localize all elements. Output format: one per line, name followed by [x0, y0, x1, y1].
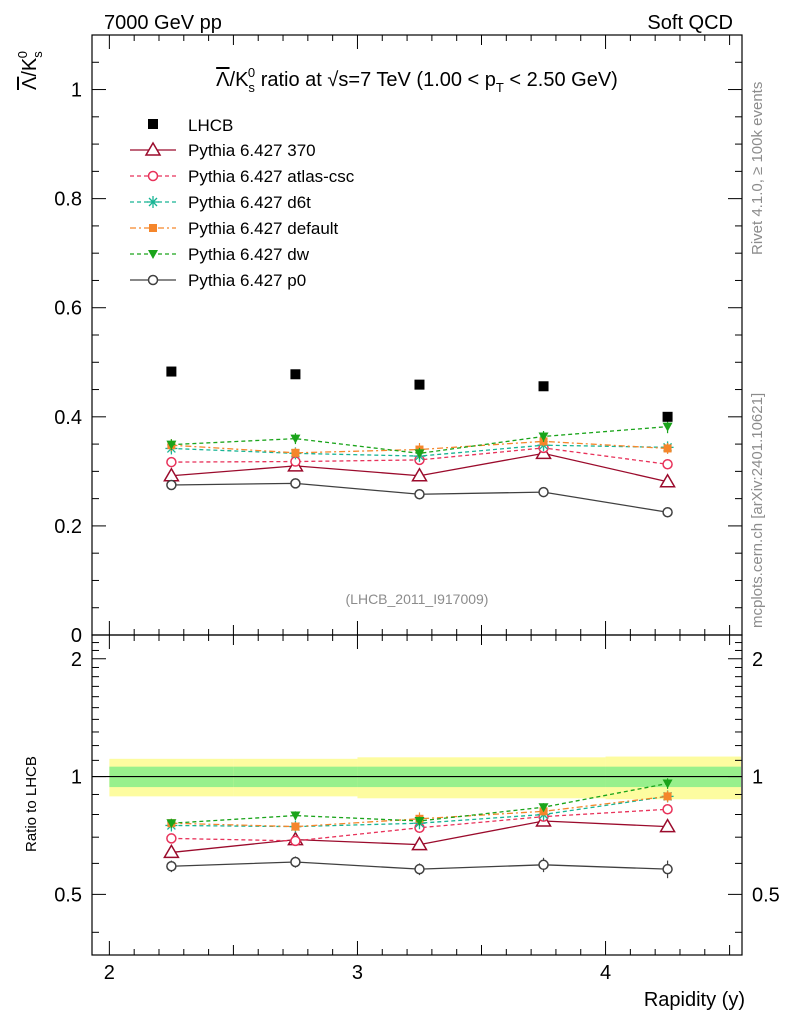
mc-point: [538, 432, 549, 442]
legend-label: Pythia 6.427 default: [188, 219, 339, 238]
plot-title: Λ/Ks0 ratio at √s=7 TeV (1.00 < pT < 2.5…: [216, 65, 618, 95]
data-series: [166, 366, 673, 422]
legend-label: LHCB: [188, 116, 233, 135]
data-point: [290, 369, 301, 380]
ratio-series: [166, 778, 673, 829]
rivet-label: Rivet 4.1.0, ≥ 100k events: [749, 82, 766, 255]
mc-point: [538, 486, 549, 498]
ratio-tick-label-right: 0.5: [752, 884, 780, 906]
x-axis-label: Rapidity (y): [644, 989, 745, 1011]
x-tick-label: 3: [352, 962, 363, 984]
mc-point: [291, 448, 300, 457]
legend-marker: [147, 170, 159, 182]
ratio-point: [414, 863, 425, 875]
x-tick-label: 2: [104, 962, 115, 984]
main-y-ticks: 0 0.2 0.4 0.6 0.8 1: [54, 34, 742, 647]
energy-label: 7000 GeV pp: [104, 12, 222, 34]
data-point: [538, 381, 549, 392]
legend-label: Pythia 6.427 d6t: [188, 193, 311, 212]
ratio-series-group: [163, 778, 676, 879]
x-ticks: 2 3 4: [104, 35, 731, 984]
legend-marker: [148, 250, 158, 259]
ratio-point: [291, 822, 300, 831]
mc-point: [166, 440, 177, 450]
asterisk-stroke: [148, 197, 158, 207]
ratio-point: [663, 792, 672, 801]
mc-series: [166, 478, 673, 518]
y-tick-label: 0.4: [54, 407, 82, 429]
ratio-tick-label-left: 2: [71, 649, 82, 671]
ratio-point: [290, 835, 301, 847]
mc-point: [663, 444, 672, 453]
ratio-point: [166, 819, 177, 829]
ratio-point: [411, 836, 428, 851]
y-tick-label: 1: [71, 80, 82, 102]
mc-point: [662, 507, 673, 518]
y-tick-label: 0.6: [54, 298, 82, 320]
ratio-point: [166, 833, 177, 844]
ratio-point: [414, 816, 425, 826]
data-point: [414, 379, 425, 390]
mc-point: [414, 489, 425, 500]
mc-point: [166, 456, 177, 468]
legend-marker: [148, 119, 158, 129]
mc-point: [166, 479, 177, 491]
mc-point: [414, 449, 425, 459]
ratio-panel-frame: [91, 634, 743, 956]
ratio-point: [662, 779, 673, 789]
ratio-point: [290, 811, 301, 821]
ratio-y-ticks: 0.5 0.5 1 1 2 2: [54, 642, 780, 933]
ratio-tick-label-right: 2: [752, 649, 763, 671]
ratio-point: [662, 863, 673, 875]
mc-point: [662, 422, 673, 432]
ratio-point: [538, 803, 549, 813]
legend-label: Pythia 6.427 p0: [188, 271, 306, 290]
y-tick-label: 0: [71, 625, 82, 647]
ratio-series: [166, 856, 673, 879]
ratio-point: [163, 843, 180, 859]
ratio-tick-label-left: 0.5: [54, 884, 82, 906]
legend-marker: [149, 224, 157, 232]
mc-point: [290, 434, 301, 444]
x-tick-label: 4: [600, 962, 611, 984]
process-label: Soft QCD: [647, 12, 733, 34]
mc-point: [659, 473, 676, 488]
ratio-point: [290, 856, 301, 868]
ratio-point: [659, 818, 676, 833]
ratio-point: [538, 859, 549, 871]
title-lambda-bar: Λ: [216, 69, 230, 91]
mcplots-label: mcplots.cern.ch [arXiv:2401.10621]: [749, 393, 766, 628]
mc-series: [166, 420, 673, 459]
ratio-uncertainty-bands: [109, 756, 741, 800]
mc-line: [171, 425, 668, 455]
legend-label: Pythia 6.427 370: [188, 141, 316, 160]
legend-marker: [144, 141, 162, 156]
legend: LHCB Pythia 6.427 370 Pythia 6.427 atlas-c…: [130, 116, 355, 290]
legend-label: Pythia 6.427 dw: [188, 245, 310, 264]
legend-marker: [147, 274, 159, 286]
y-tick-label: 0.2: [54, 516, 82, 538]
ratio-tick-label-right: 1: [752, 767, 763, 789]
main-y-axis-label: Λ/Ks0: [15, 51, 45, 90]
mc-point: [290, 478, 301, 489]
analysis-label: (LHCB_2011_I917009): [346, 591, 489, 607]
y-tick-label: 0.8: [54, 189, 82, 211]
legend-marker: [147, 196, 159, 208]
data-point: [166, 366, 177, 377]
mc-point: [411, 467, 428, 482]
ratio-point: [166, 860, 177, 872]
legend-label: Pythia 6.427 atlas-csc: [188, 167, 355, 186]
ratio-tick-label-left: 1: [71, 767, 82, 789]
main-series-group: [163, 366, 676, 518]
ratio-y-axis-label: Ratio to LHCB: [23, 756, 40, 852]
data-point: [662, 411, 673, 422]
ratio-point: [662, 804, 673, 815]
mc-point: [662, 459, 673, 470]
